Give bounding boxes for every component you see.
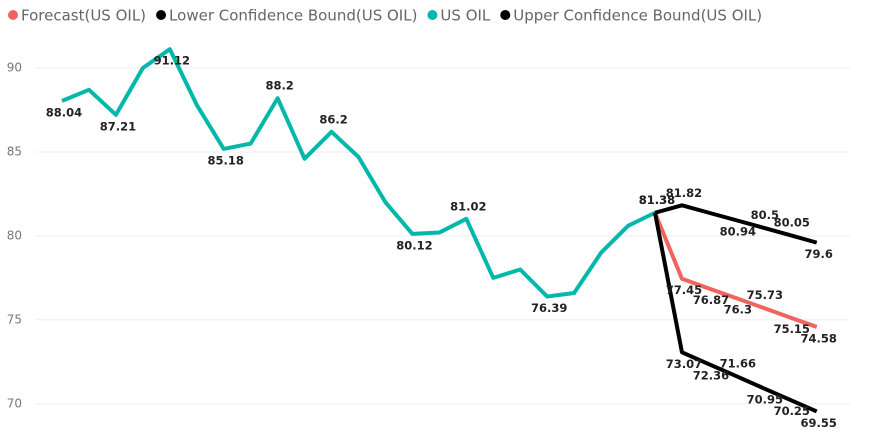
legend-label: US OIL: [440, 7, 490, 25]
data-label: 69.55: [801, 416, 837, 430]
data-label: 91.12: [154, 54, 190, 68]
legend-marker: [8, 10, 18, 20]
data-label: 80.12: [396, 238, 432, 252]
data-label: 75.15: [774, 322, 810, 336]
series-line: [653, 211, 818, 329]
data-label: 73.07: [666, 357, 702, 371]
legend-marker: [156, 10, 167, 20]
data-label: 76.87: [693, 293, 729, 307]
data-label: 72.36: [693, 369, 729, 383]
data-label: 71.66: [720, 356, 756, 370]
data-label: 86.2: [319, 112, 347, 126]
data-label: 81.02: [450, 199, 486, 213]
data-label: 88.04: [46, 105, 82, 119]
y-tick-label: 70: [7, 396, 22, 410]
data-label: 81.38: [639, 193, 675, 207]
data-label: 87.21: [100, 119, 136, 133]
data-label: 77.45: [666, 283, 702, 297]
data-label: 70.25: [774, 404, 810, 418]
y-tick-label: 90: [7, 60, 22, 74]
data-label: 79.6: [805, 247, 833, 261]
data-label: 81.82: [666, 186, 702, 200]
legend-label: Forecast(US OIL): [21, 7, 146, 25]
legend-marker: [427, 10, 438, 20]
y-tick-label: 85: [7, 144, 22, 158]
data-label: 85.18: [208, 153, 244, 167]
y-tick-label: 80: [7, 228, 22, 242]
series-line: [654, 203, 818, 245]
legend-marker: [500, 10, 511, 20]
data-label: 70.95: [747, 392, 783, 406]
data-label: 76.39: [531, 301, 567, 315]
y-tick-label: 75: [7, 312, 22, 326]
data-label: 75.73: [747, 288, 783, 302]
legend-label: Upper Confidence Bound(US OIL): [513, 7, 762, 25]
series-line: [653, 212, 818, 414]
legend-label: Lower Confidence Bound(US OIL): [169, 7, 417, 25]
data-label: 80.5: [751, 208, 779, 222]
data-label: 80.05: [774, 216, 810, 230]
data-label: 74.58: [801, 331, 837, 345]
data-label: 88.2: [265, 79, 293, 93]
series-line: [61, 47, 656, 299]
data-label: 76.3: [724, 303, 752, 317]
data-label: 80.94: [720, 225, 756, 239]
data-label: 81.38: [639, 193, 675, 207]
